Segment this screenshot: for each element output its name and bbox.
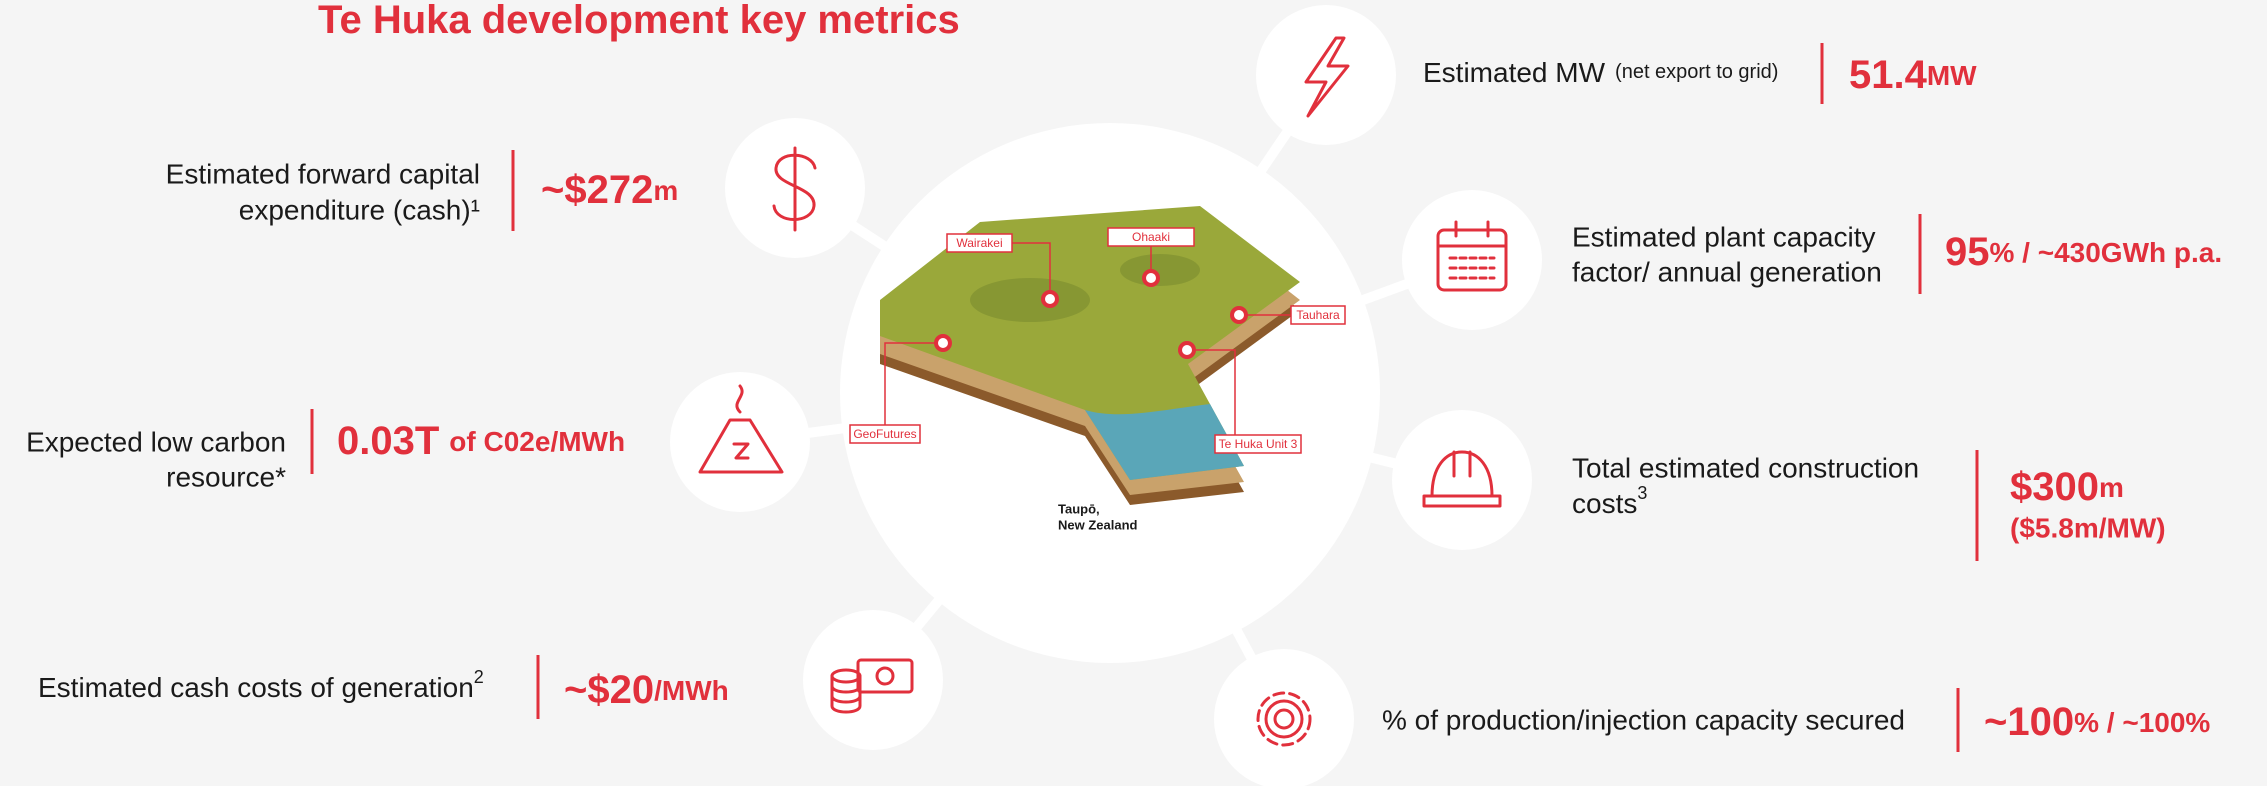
metric-label: costs3	[1572, 483, 1647, 519]
metric-label: factor/ annual generation	[1572, 257, 1882, 288]
footnote: 3	[1637, 483, 1647, 503]
map-leaders	[884, 242, 1291, 435]
value: 51.4	[1849, 53, 1928, 97]
title: Te Huka development key metrics	[318, 0, 960, 42]
terrain-map	[880, 206, 1300, 505]
label-line: costs	[1572, 488, 1637, 519]
unit: /MWh	[654, 675, 729, 706]
map-pins	[934, 269, 1248, 359]
metric-value: 95% / ~430GWh p.a.	[1945, 230, 2222, 274]
map-caption: Taupō,	[1058, 502, 1100, 517]
metric-value: 51.4MW	[1849, 53, 1977, 97]
label-line: Estimated cash costs of generation	[38, 672, 474, 703]
gear-icon	[1256, 691, 1312, 747]
value: 95	[1945, 230, 1990, 274]
metric-detail: ($5.8m/MW)	[2010, 513, 2166, 544]
map-tag: Te Huka Unit 3	[1214, 434, 1302, 454]
map-label: Ohaaki	[1132, 230, 1170, 244]
metric-label: expenditure (cash)¹	[239, 195, 480, 226]
helmet-icon	[1422, 450, 1502, 508]
map-label: Tauhara	[1296, 308, 1340, 322]
value: ~100	[1984, 700, 2074, 744]
cash-icon	[830, 658, 914, 714]
unit: MW	[1927, 60, 1977, 91]
metric-label: Estimated plant capacity	[1572, 222, 1876, 253]
metric-label: Expected low carbon	[26, 427, 286, 458]
map-label: Te Huka Unit 3	[1219, 437, 1298, 451]
metric-label: % of production/injection capacity secur…	[1382, 705, 1905, 736]
lightning-icon	[1304, 36, 1350, 118]
metric-label: Estimated forward capital	[166, 159, 480, 190]
map-caption: New Zealand	[1058, 518, 1138, 533]
metric-value: $300m	[2010, 465, 2124, 509]
metric-value: ~$272m	[541, 168, 678, 212]
map-label: Wairakei	[956, 236, 1002, 250]
unit: % / ~430GWh p.a.	[1990, 237, 2223, 268]
unit: of C02e/MWh	[449, 426, 625, 457]
label-note: (net export to grid)	[1615, 61, 1778, 83]
label-line: Estimated MW	[1423, 57, 1606, 88]
footnote: 2	[474, 667, 484, 687]
metric-value: ~100% / ~100%	[1984, 700, 2210, 744]
metric-label: resource*	[166, 462, 286, 493]
metric-label: Estimated MW (net export to grid)	[1423, 57, 1778, 88]
unit: m	[2099, 472, 2124, 503]
value: 0.03T	[337, 419, 439, 463]
dollar-icon	[772, 146, 817, 232]
metric-value: 0.03T of C02e/MWh	[337, 419, 625, 463]
calendar-icon	[1436, 220, 1508, 292]
value: ~$20	[564, 668, 654, 712]
map-tag: Ohaaki	[1107, 227, 1195, 247]
map-tag: GeoFutures	[849, 424, 921, 444]
value: ~$272	[541, 168, 653, 212]
map-tag: Tauhara	[1290, 305, 1346, 325]
map-tag: Wairakei	[946, 233, 1013, 253]
unit: % / ~100%	[2074, 707, 2210, 738]
unit: m	[653, 175, 678, 206]
map-label: GeoFutures	[853, 427, 916, 441]
metric-value: ~$20/MWh	[564, 668, 729, 712]
metric-label: Estimated cash costs of generation2	[38, 667, 484, 703]
metric-label: Total estimated construction	[1572, 453, 1919, 484]
volcano-icon	[698, 384, 784, 474]
value: $300	[2010, 465, 2099, 509]
